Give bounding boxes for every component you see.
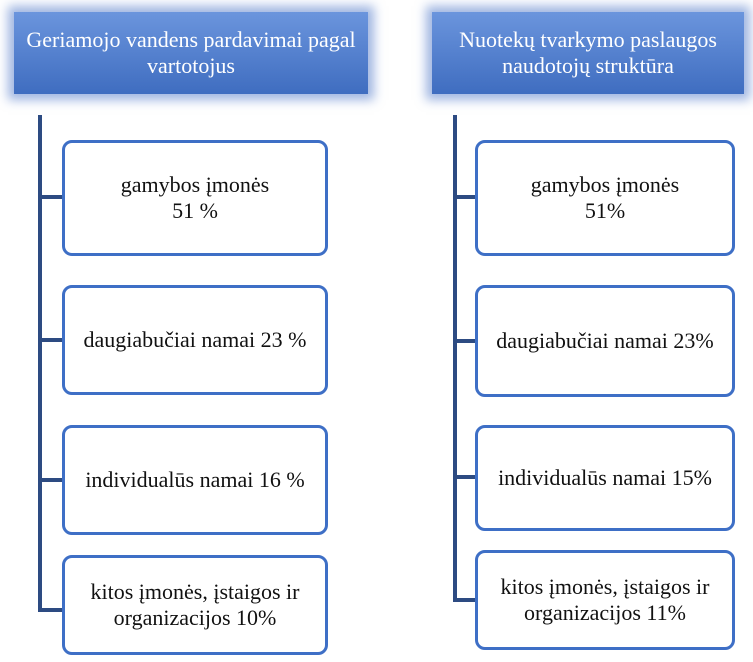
item-box: individualūs namai 15% [475,425,735,531]
header: Geriamojo vandens pardavimai pagal varto… [14,12,368,94]
item-box: gamybos įmonės 51% [475,140,735,256]
connector [453,115,475,602]
connector [455,195,475,479]
item-box: daugiabučiai namai 23 % [62,285,328,395]
connector [40,195,62,482]
connector [38,115,62,612]
item-box: kitos įmonės, įstaigos ir organizacijos … [62,555,328,655]
item-box: gamybos įmonės 51 % [62,140,328,256]
item-box: kitos įmonės, įstaigos ir organizacijos … [475,550,735,650]
item-box: daugiabučiai namai 23% [475,285,735,397]
item-box: individualūs namai 16 % [62,425,328,535]
header: Nuotekų tvarkymo paslaugos naudotojų str… [432,12,744,94]
